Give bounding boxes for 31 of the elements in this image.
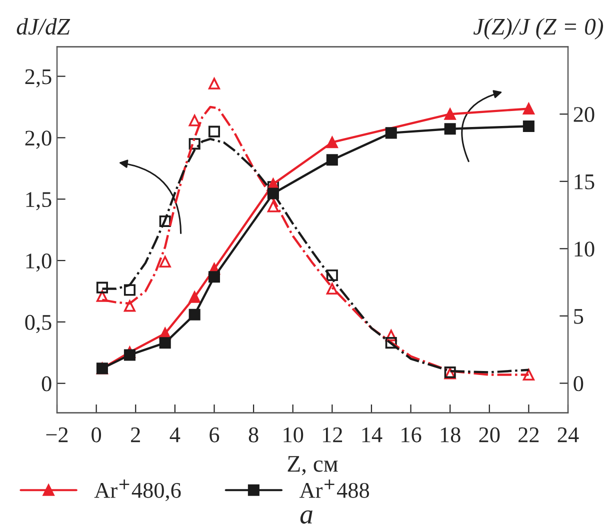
x-tick-label: 22 <box>518 427 539 442</box>
x-tick-label: 16 <box>402 427 422 442</box>
x-tick-label: 20 <box>479 427 500 442</box>
legend-label: Ar$^{+}$480,6 <box>94 479 181 502</box>
y-tick-label: 0 <box>42 376 52 392</box>
y-tick-label: 1,0 <box>26 253 52 272</box>
x-axis-title: Z, см <box>288 456 338 476</box>
x-tick-label: 24 <box>558 427 579 442</box>
y2-tick-label: 20 <box>574 107 594 122</box>
x-tick-label: 14 <box>362 427 382 442</box>
x-tick-label: 18 <box>440 427 460 442</box>
x-tick-label: 12 <box>323 427 342 442</box>
x-tick-label: 0 <box>92 427 102 442</box>
x-tick-label: −2 <box>46 427 68 442</box>
x-tick-label: 8 <box>248 427 258 442</box>
legend-label: Ar$^{+}$488 <box>299 479 370 498</box>
y-axis-title: dJ/dZ <box>16 18 70 35</box>
y2-tick-label: 0 <box>574 376 584 392</box>
y2-tick-label: 15 <box>574 174 594 190</box>
x-tick-label: 2 <box>131 427 140 442</box>
text: a <box>300 510 312 524</box>
y2-tick-label: 5 <box>574 309 584 324</box>
y2-tick-label: 10 <box>574 242 594 257</box>
y-tick-label: 2,0 <box>25 130 52 149</box>
y-tick-label: 1,5 <box>26 192 52 210</box>
y-tick-label: 0,5 <box>25 314 52 334</box>
x-tick-label: 4 <box>170 428 180 442</box>
x-tick-label: 6 <box>210 427 220 442</box>
y-tick-label: 2,5 <box>25 69 52 88</box>
y2-axis-title: J(Z)/J (Z = 0) <box>473 18 604 40</box>
x-tick-label: 10 <box>284 427 304 442</box>
